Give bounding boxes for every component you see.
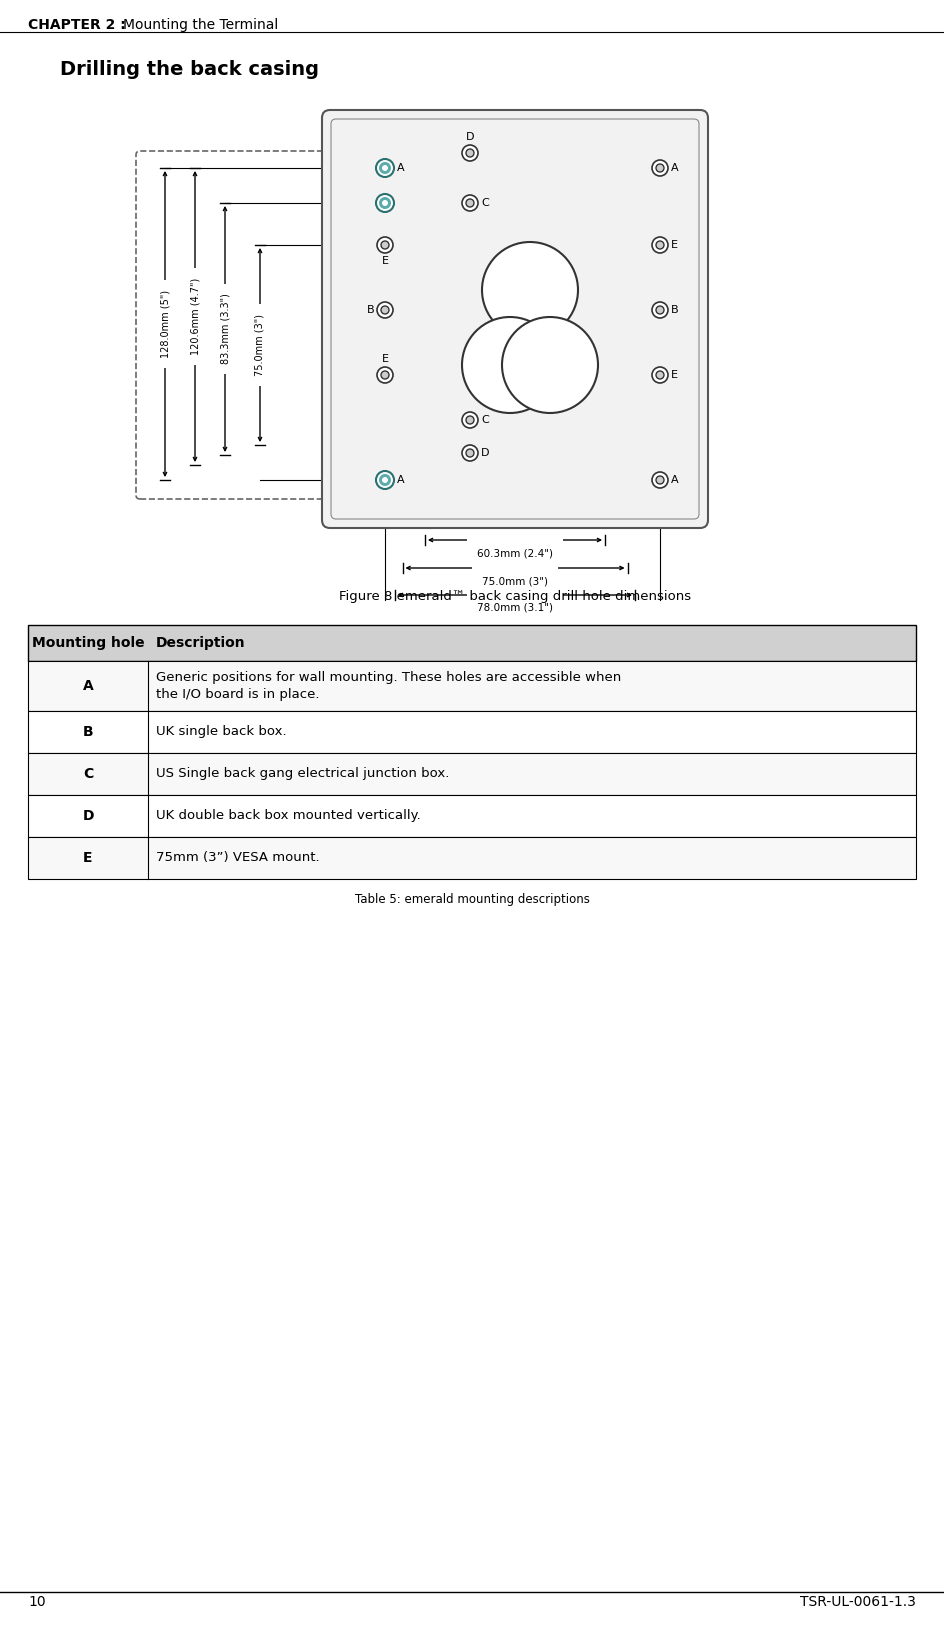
Text: Description: Description bbox=[156, 635, 245, 650]
Circle shape bbox=[656, 476, 664, 484]
Text: 60.3mm (2.4"): 60.3mm (2.4") bbox=[477, 548, 553, 557]
Text: A: A bbox=[397, 162, 405, 172]
Text: 128.0mm (5"): 128.0mm (5") bbox=[160, 289, 170, 358]
Text: US Single back gang electrical junction box.: US Single back gang electrical junction … bbox=[156, 767, 449, 780]
Circle shape bbox=[462, 195, 478, 211]
Bar bbox=[28, 712, 916, 752]
Circle shape bbox=[466, 449, 474, 457]
Text: A: A bbox=[671, 474, 679, 484]
Text: UK double back box mounted vertically.: UK double back box mounted vertically. bbox=[156, 809, 421, 822]
Bar bbox=[28, 752, 916, 795]
Text: Generic positions for wall mounting. These holes are accessible when
the I/O boa: Generic positions for wall mounting. The… bbox=[156, 671, 621, 700]
Circle shape bbox=[381, 306, 389, 314]
Text: C: C bbox=[83, 767, 93, 782]
Bar bbox=[28, 837, 916, 879]
Text: Table 5: emerald mounting descriptions: Table 5: emerald mounting descriptions bbox=[355, 894, 589, 907]
Circle shape bbox=[377, 237, 393, 254]
Circle shape bbox=[382, 200, 388, 206]
Circle shape bbox=[466, 198, 474, 206]
Circle shape bbox=[656, 306, 664, 314]
Text: A: A bbox=[83, 679, 93, 692]
Circle shape bbox=[462, 145, 478, 161]
Circle shape bbox=[652, 302, 668, 318]
Text: B: B bbox=[83, 725, 93, 739]
Text: Mounting the Terminal: Mounting the Terminal bbox=[123, 18, 278, 32]
Text: D: D bbox=[481, 449, 490, 458]
Text: B: B bbox=[366, 306, 374, 315]
Circle shape bbox=[502, 317, 598, 413]
Circle shape bbox=[466, 150, 474, 158]
Circle shape bbox=[656, 164, 664, 172]
Text: TSR-UL-0061-1.3: TSR-UL-0061-1.3 bbox=[801, 1596, 916, 1609]
Text: E: E bbox=[381, 354, 389, 364]
Circle shape bbox=[377, 302, 393, 318]
Bar bbox=[28, 795, 916, 837]
Circle shape bbox=[656, 370, 664, 379]
Text: 75mm (3”) VESA mount.: 75mm (3”) VESA mount. bbox=[156, 852, 320, 864]
Text: D: D bbox=[465, 132, 474, 141]
Text: C: C bbox=[481, 198, 489, 208]
Circle shape bbox=[382, 166, 388, 171]
Circle shape bbox=[382, 478, 388, 483]
Text: D: D bbox=[82, 809, 93, 822]
Text: 75.0mm (3"): 75.0mm (3") bbox=[482, 575, 548, 587]
FancyBboxPatch shape bbox=[322, 111, 708, 528]
Text: C: C bbox=[481, 414, 489, 426]
Text: Mounting hole: Mounting hole bbox=[32, 635, 144, 650]
Text: Figure 8 emerald™ back casing drill hole dimensions: Figure 8 emerald™ back casing drill hole… bbox=[339, 590, 691, 603]
Bar bbox=[28, 626, 916, 661]
Circle shape bbox=[482, 242, 578, 338]
Text: 120.6mm (4.7"): 120.6mm (4.7") bbox=[190, 278, 200, 356]
Circle shape bbox=[652, 159, 668, 176]
Text: E: E bbox=[83, 852, 93, 864]
Circle shape bbox=[462, 445, 478, 462]
FancyBboxPatch shape bbox=[136, 151, 514, 499]
Circle shape bbox=[462, 413, 478, 427]
Circle shape bbox=[379, 162, 391, 174]
Circle shape bbox=[652, 471, 668, 487]
Text: 10: 10 bbox=[28, 1596, 45, 1609]
Circle shape bbox=[652, 237, 668, 254]
Text: E: E bbox=[671, 240, 678, 250]
Circle shape bbox=[381, 240, 389, 249]
Circle shape bbox=[466, 416, 474, 424]
Circle shape bbox=[656, 240, 664, 249]
Text: E: E bbox=[381, 257, 389, 266]
Text: 75.0mm (3"): 75.0mm (3") bbox=[255, 314, 265, 375]
Circle shape bbox=[376, 193, 394, 211]
Text: A: A bbox=[671, 162, 679, 172]
Text: Drilling the back casing: Drilling the back casing bbox=[60, 60, 319, 80]
Text: CHAPTER 2 :: CHAPTER 2 : bbox=[28, 18, 130, 32]
Circle shape bbox=[376, 159, 394, 177]
Text: 78.0mm (3.1"): 78.0mm (3.1") bbox=[477, 603, 553, 613]
Circle shape bbox=[462, 317, 558, 413]
Circle shape bbox=[381, 370, 389, 379]
Bar bbox=[28, 661, 916, 712]
Circle shape bbox=[376, 471, 394, 489]
Text: 83.3mm (3.3"): 83.3mm (3.3") bbox=[220, 294, 230, 364]
Circle shape bbox=[379, 474, 391, 486]
Circle shape bbox=[652, 367, 668, 383]
Circle shape bbox=[379, 197, 391, 210]
Text: A: A bbox=[397, 474, 405, 484]
Text: E: E bbox=[671, 370, 678, 380]
Text: B: B bbox=[671, 306, 679, 315]
Circle shape bbox=[377, 367, 393, 383]
Text: UK single back box.: UK single back box. bbox=[156, 725, 287, 738]
